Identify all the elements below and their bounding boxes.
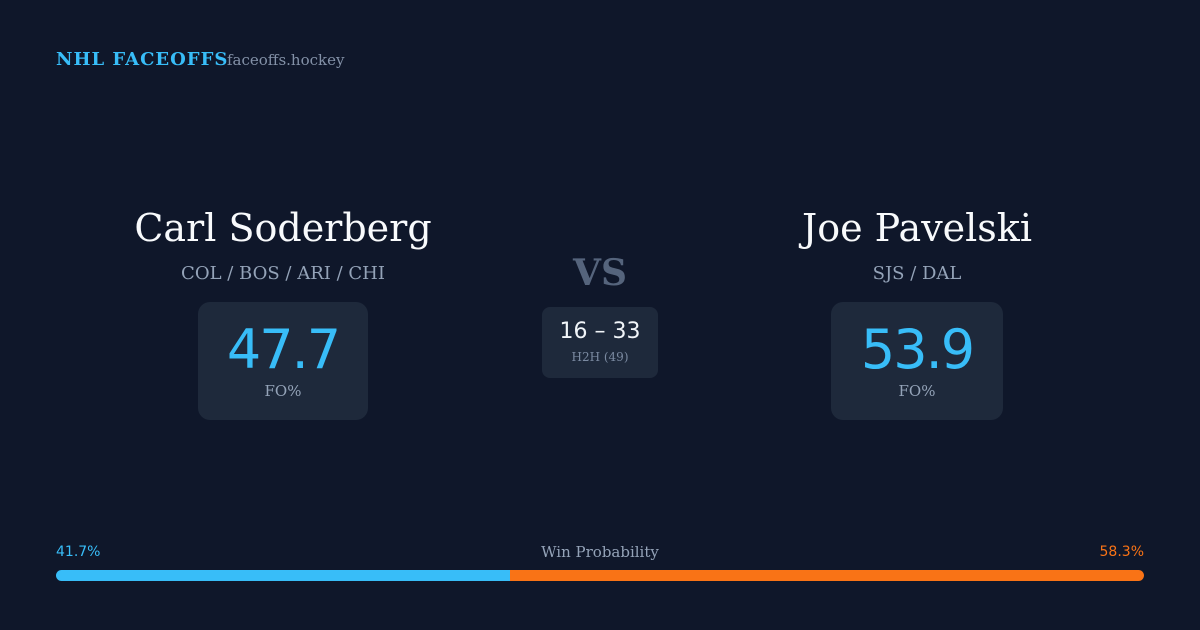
fo-label: FO% <box>264 382 302 400</box>
win-prob-segment <box>56 570 510 581</box>
fo-value: 53.9 <box>860 318 975 381</box>
player-name: Carl Soderberg <box>134 206 432 250</box>
brand: NHL FACEOFFS <box>56 49 229 70</box>
fo-value: 47.7 <box>226 318 341 381</box>
fo-card: 47.7 FO% <box>198 302 368 420</box>
win-prob-bar <box>56 570 1144 581</box>
win-prob-segment <box>509 570 1144 581</box>
h2h-detail: H2H (49) <box>571 350 629 364</box>
player-name: Joe Pavelski <box>802 206 1032 250</box>
win-prob-right: 58.3% <box>1099 544 1144 560</box>
fo-label: FO% <box>898 382 936 400</box>
player-teams: SJS / DAL <box>872 263 962 284</box>
fo-card: 53.9 FO% <box>831 302 1003 420</box>
win-prob-label: Win Probability <box>541 543 659 561</box>
win-prob-left: 41.7% <box>56 544 101 560</box>
vs-label: VS <box>573 252 627 294</box>
player-teams: COL / BOS / ARI / CHI <box>181 263 385 284</box>
h2h-card: 16 – 33 H2H (49) <box>542 307 658 378</box>
site: faceoffs.hockey <box>227 51 345 69</box>
h2h-score: 16 – 33 <box>559 319 641 344</box>
